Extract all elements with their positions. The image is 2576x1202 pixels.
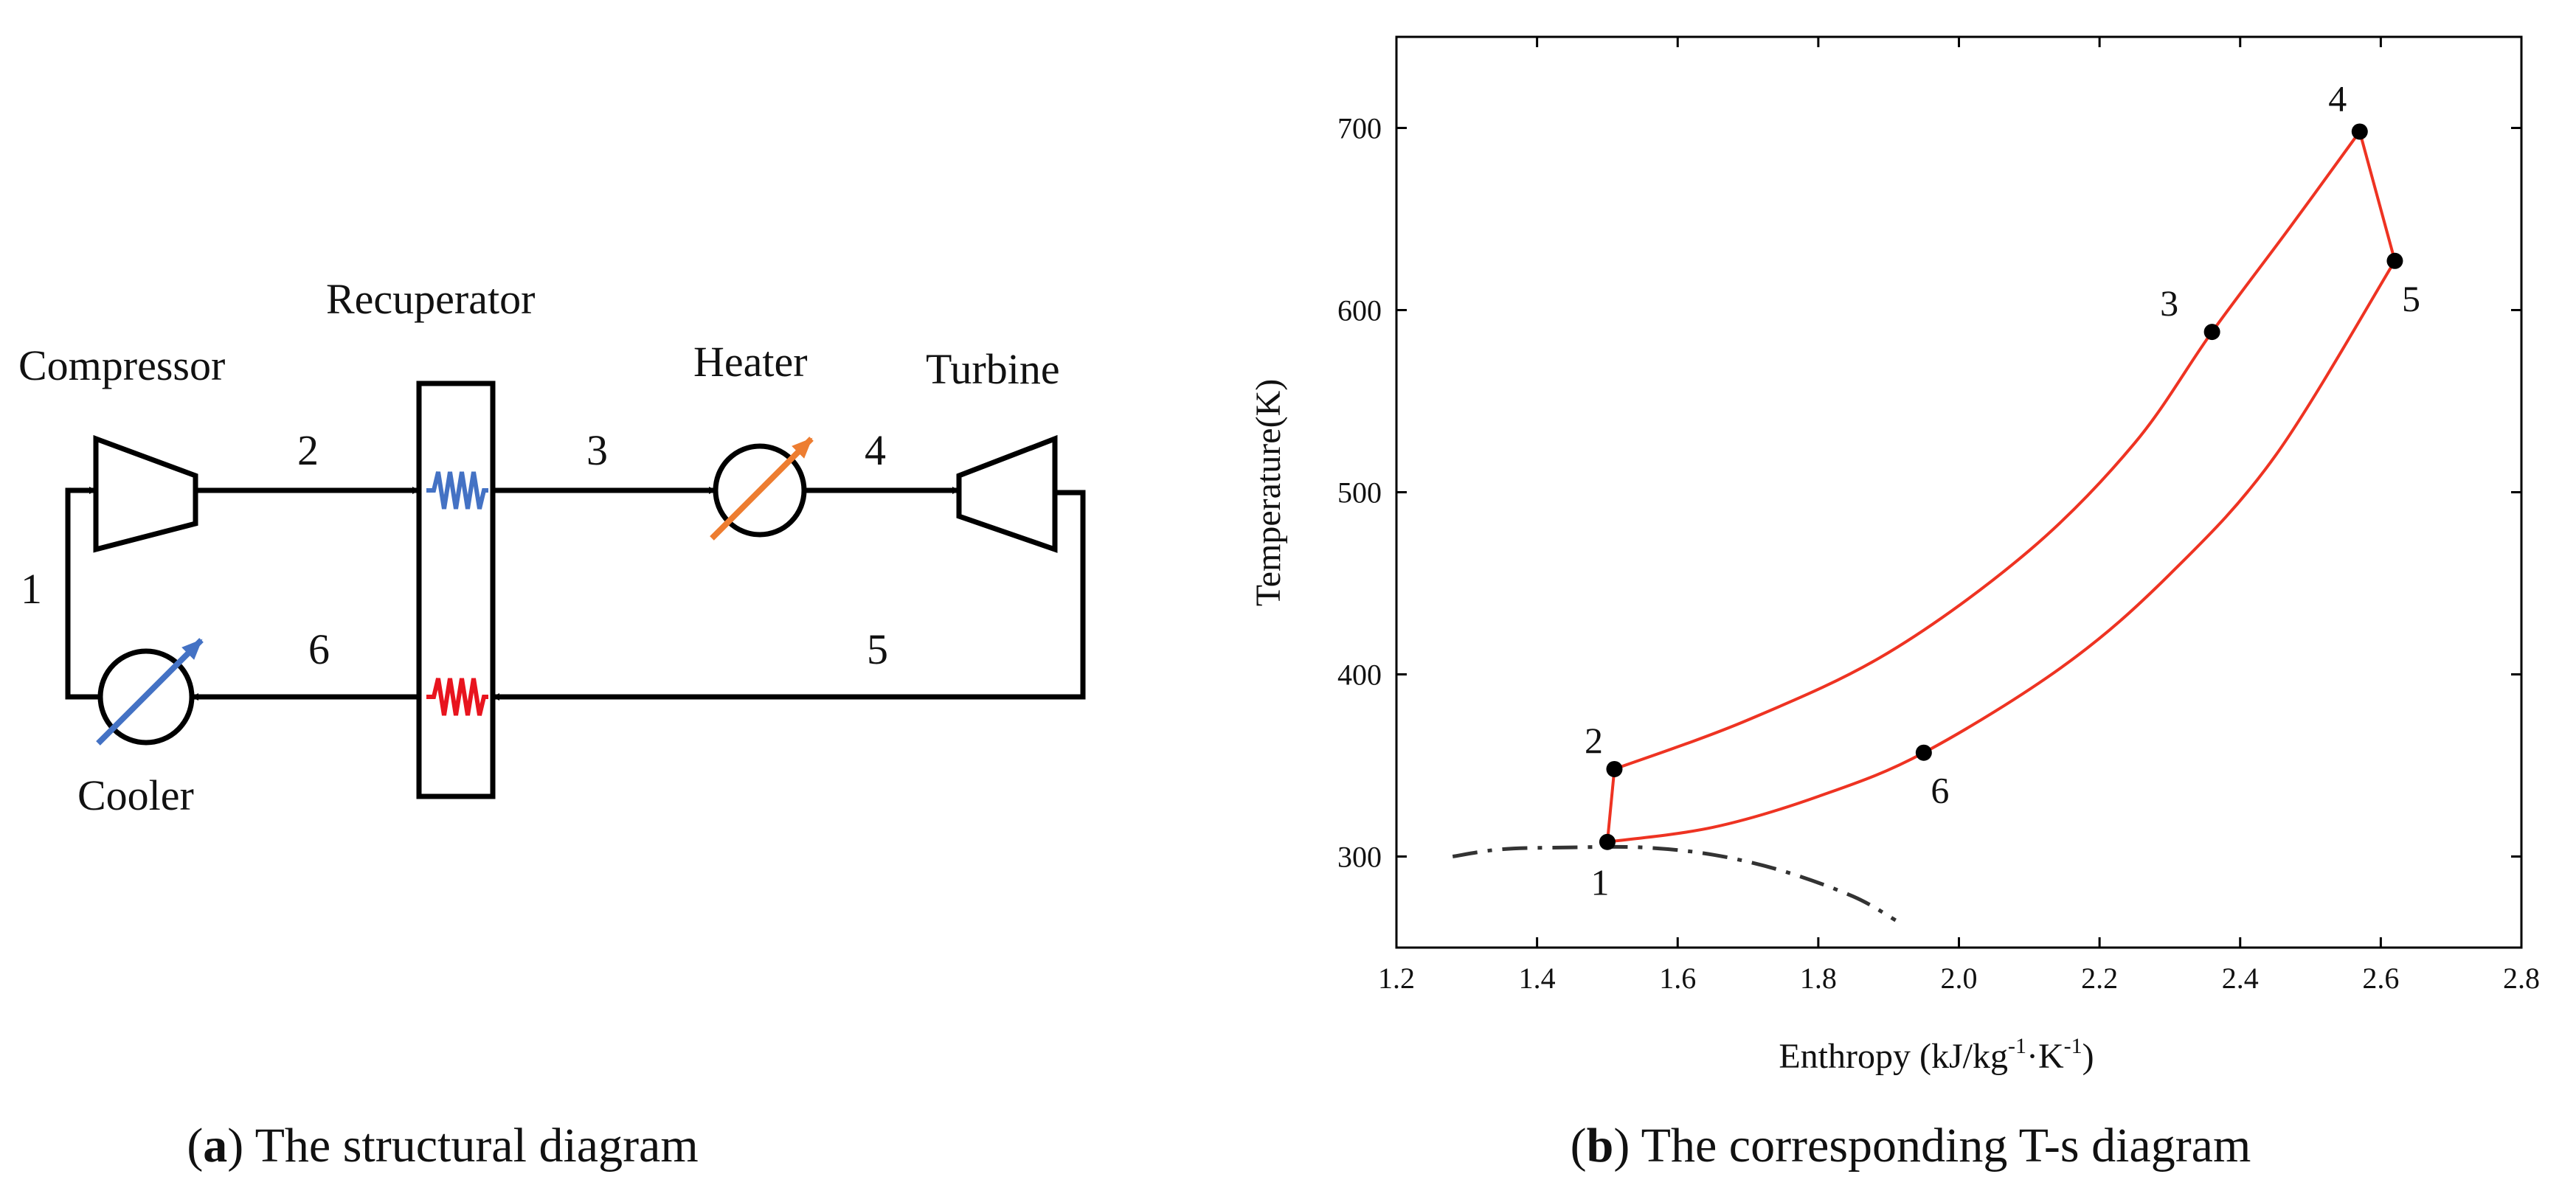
state-point-3 [2203, 324, 2220, 341]
chart-points: 1 2 3 4 5 6 [1585, 77, 2420, 903]
x-axis-label-sup2: -1 [2064, 1034, 2082, 1058]
state-point-5 [2386, 252, 2403, 269]
caption-a-text: The structural diagram [243, 1119, 698, 1173]
x-axis-label-main: Enthropy (kJ/kg [1779, 1037, 2008, 1076]
y-tick-label: 300 [1337, 841, 1382, 874]
recuperator-hot-coil [426, 678, 488, 716]
state-point-6 [1915, 744, 1932, 761]
cycle-line-2 [1613, 131, 2361, 771]
cycle-line-3 [2358, 131, 2397, 262]
pipe-1 [65, 487, 100, 700]
y-tick-label: 400 [1337, 659, 1382, 692]
x-tick-label: 1.2 [1378, 962, 1415, 995]
caption-a-letter: a [203, 1119, 227, 1173]
x-axis-label-end: ) [2082, 1037, 2094, 1076]
state-point-2 [1606, 760, 1623, 777]
x-tick-label: 2.0 [1941, 962, 1978, 995]
y-axis-ticks: 300 400 500 600 700 [1337, 112, 2521, 874]
plot-frame [1395, 35, 2523, 949]
saturation-dome-line [1452, 844, 1897, 923]
label-heater: Heater [693, 338, 808, 386]
x-axis-label-sup1: -1 [2008, 1034, 2026, 1058]
x-tick-label: 2.4 [2222, 962, 2259, 995]
state-point-1 [1599, 833, 1616, 850]
stream-label-3: 3 [586, 426, 608, 474]
x-tick-label: 1.6 [1659, 962, 1696, 995]
state-point-label-6: 6 [1931, 770, 1949, 811]
x-axis-ticks: 1.2 1.4 1.6 1.8 2.0 2.2 2.4 2.6 2.8 [1378, 37, 2540, 995]
compressor-symbol [93, 434, 198, 553]
x-axis-label: Enthropy (kJ/kg-1·K-1) [1779, 1034, 2094, 1076]
y-tick-label: 600 [1337, 294, 1382, 327]
label-cooler: Cooler [77, 771, 194, 819]
label-compressor: Compressor [18, 341, 225, 389]
ts-chart: 1.2 1.4 1.6 1.8 2.0 2.2 2.4 2.6 2.8 300 400 500 600… [1249, 35, 2540, 1173]
state-point-4 [2351, 123, 2368, 140]
structural-diagram [65, 381, 1086, 799]
x-tick-label: 2.2 [2081, 962, 2118, 995]
caption-b-letter: b [1587, 1119, 1614, 1173]
stream-label-6: 6 [308, 625, 330, 673]
state-point-label-3: 3 [2160, 282, 2178, 324]
cooler-arrow-icon [96, 638, 204, 746]
state-point-label-4: 4 [2328, 77, 2347, 119]
state-point-label-1: 1 [1590, 862, 1609, 903]
x-axis-label-mid: ·K [2026, 1037, 2064, 1076]
chart-series [1452, 131, 2397, 923]
caption-b: (b) The corresponding T-s diagram [1571, 1119, 2251, 1173]
stream-label-5: 5 [867, 625, 888, 673]
y-tick-label: 700 [1337, 112, 1382, 145]
cycle-line-4 [1607, 260, 2397, 844]
y-axis-label: Temperature(K) [1249, 379, 1288, 606]
recuperator-cold-coil [426, 471, 488, 510]
state-point-label-2: 2 [1585, 720, 1603, 761]
caption-b-text: The corresponding T-s diagram [1630, 1119, 2251, 1173]
recuperator-box [416, 381, 496, 799]
x-tick-label: 2.6 [2362, 962, 2399, 995]
label-recuperator: Recuperator [326, 275, 535, 323]
label-turbine: Turbine [926, 345, 1060, 393]
state-point-label-5: 5 [2402, 278, 2420, 319]
x-tick-label: 1.8 [1800, 962, 1837, 995]
stream-label-1: 1 [21, 565, 42, 613]
x-tick-label: 2.8 [2503, 962, 2540, 995]
caption-a: (a) The structural diagram [187, 1119, 698, 1173]
stream-label-4: 4 [865, 426, 886, 474]
x-tick-label: 1.4 [1519, 962, 1556, 995]
turbine-symbol [956, 434, 1058, 553]
stream-label-2: 2 [297, 426, 319, 474]
y-tick-label: 500 [1337, 476, 1382, 510]
pipe-5 [492, 490, 1086, 701]
heater-arrow-icon [710, 437, 814, 541]
cycle-line-1 [1605, 768, 1616, 842]
